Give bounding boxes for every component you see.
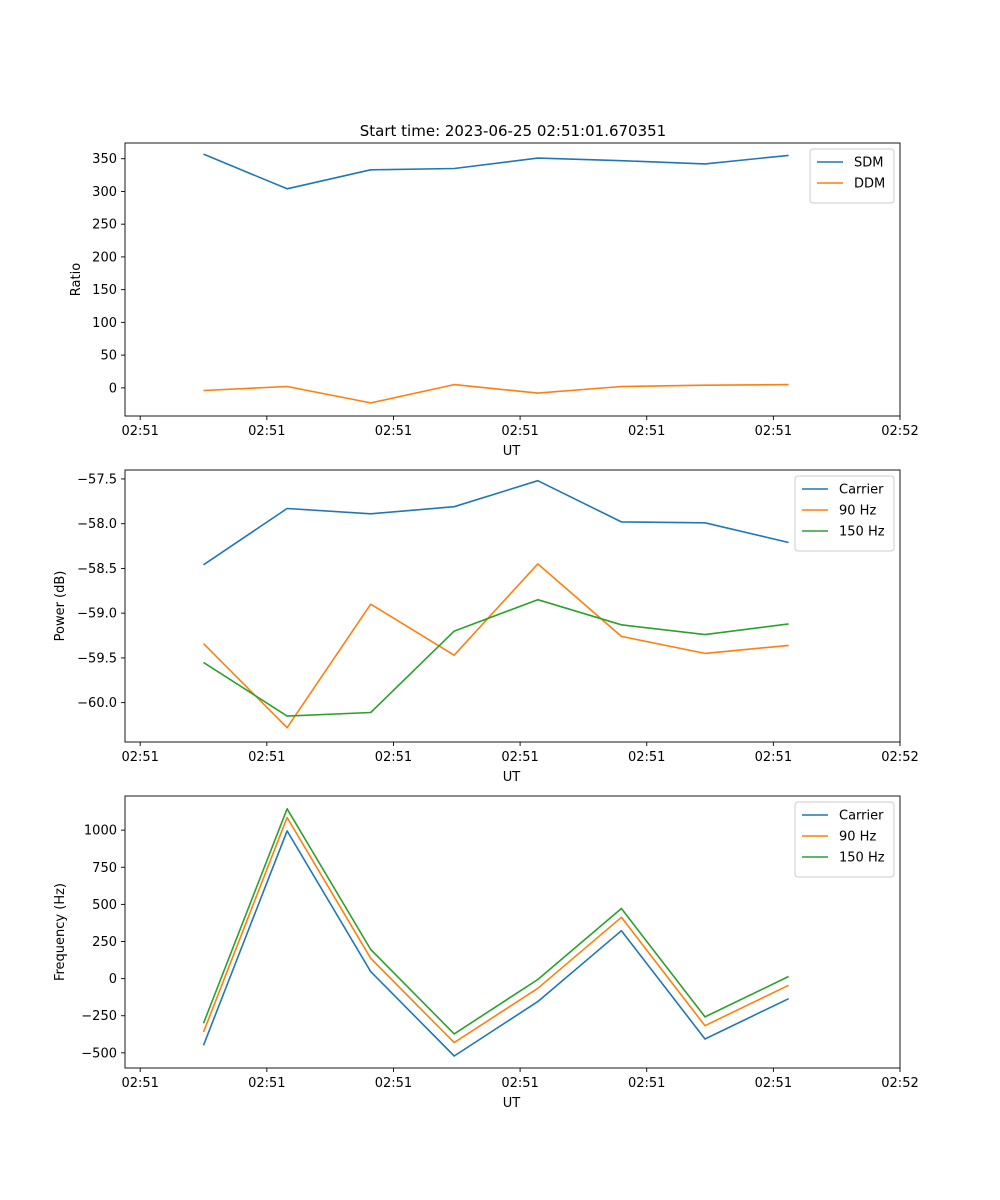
legend-label: DDM [854, 177, 885, 192]
y-tick-label: 500 [92, 898, 117, 913]
x-tick-label: 02:51 [501, 1076, 538, 1091]
x-tick-label: 02:51 [501, 750, 538, 765]
subplot-2: 02:51 02:51 02:51 02:51 02:51 02:51 02:52 −60.0… [53, 469, 919, 785]
legend: SDM DDM [809, 148, 895, 204]
x-tick-label: 02:51 [755, 1076, 792, 1091]
x-tick-label: 02:51 [628, 424, 665, 439]
x-axis-label: UT [503, 1096, 521, 1111]
y-tick-label: −58.0 [77, 517, 117, 532]
series-line-90-hz [202, 563, 789, 729]
x-tick-label: 02:52 [881, 1076, 918, 1091]
y-tick-label: 350 [92, 152, 117, 167]
x-tick-label: 02:51 [121, 424, 158, 439]
y-axis-label: Frequency (Hz) [53, 883, 68, 981]
plot-frame [124, 795, 901, 1069]
y-tick-label: −57.5 [77, 472, 117, 487]
x-tick-label: 02:51 [375, 750, 412, 765]
x-tick-label: 02:51 [755, 750, 792, 765]
y-tick-label: 250 [92, 935, 117, 950]
y-tick-label: −500 [81, 1046, 117, 1061]
x-tick-label: 02:51 [248, 750, 285, 765]
y-tick-label: 100 [92, 316, 117, 331]
legend-box [794, 475, 895, 552]
series-line-150-hz [203, 598, 789, 717]
legend: Carrier 90 Hz 150 Hz [794, 475, 895, 552]
legend-label: Carrier [839, 483, 884, 498]
plot-frame [124, 142, 901, 417]
x-tick-label: 02:51 [375, 424, 412, 439]
x-tick-label: 02:51 [121, 1076, 158, 1091]
y-tick-label: 250 [92, 218, 117, 233]
series-line-carrier [202, 830, 789, 1057]
y-tick-label: −250 [81, 1009, 117, 1024]
x-tick-label: 02:51 [755, 424, 792, 439]
y-tick-label: 150 [92, 283, 117, 298]
legend-label: 90 Hz [839, 830, 876, 845]
legend-label: 150 Hz [839, 525, 885, 540]
legend-label: SDM [854, 156, 883, 171]
subplot-1: 02:51 02:51 02:51 02:51 02:51 02:51 02:52 0 50 10… [69, 142, 919, 459]
y-tick-label: 0 [109, 972, 117, 987]
y-tick-label: 750 [92, 861, 117, 876]
x-tick-label: 02:51 [121, 750, 158, 765]
series-line-150-hz [202, 807, 789, 1035]
y-tick-label: 0 [109, 381, 117, 396]
y-tick-label: 50 [100, 349, 117, 364]
figure-title: Start time: 2023-06-25 02:51:01.670351 [360, 122, 666, 140]
legend-label: 90 Hz [839, 504, 876, 519]
y-axis-label: Power (dB) [53, 571, 68, 642]
x-axis-label: UT [503, 444, 521, 459]
subplot-3: 02:51 02:51 02:51 02:51 02:51 02:51 02:52 −500 −… [53, 795, 919, 1111]
x-tick-label: 02:51 [375, 1076, 412, 1091]
y-tick-label: −58.5 [77, 562, 117, 577]
series-line-90-hz [202, 816, 789, 1044]
series-line-ddm [203, 383, 789, 404]
x-tick-label: 02:51 [248, 424, 285, 439]
plot-frame [124, 469, 901, 743]
y-tick-label: −59.5 [77, 651, 117, 666]
x-tick-label: 02:52 [881, 424, 918, 439]
x-axis-label: UT [503, 770, 521, 785]
y-tick-label: −60.0 [77, 696, 117, 711]
x-tick-label: 02:51 [248, 1076, 285, 1091]
x-tick-label: 02:51 [628, 1076, 665, 1091]
legend-label: Carrier [839, 809, 884, 824]
x-tick-label: 02:51 [501, 424, 538, 439]
legend-label: 150 Hz [839, 851, 885, 866]
legend-box [794, 801, 895, 878]
x-tick-label: 02:51 [628, 750, 665, 765]
y-tick-label: −59.0 [77, 607, 117, 622]
x-tick-label: 02:52 [881, 750, 918, 765]
y-tick-label: 300 [92, 185, 117, 200]
subplots: 02:51 02:51 02:51 02:51 02:51 02:51 02:52 0 50 10… [53, 142, 919, 1111]
series-line-carrier [203, 479, 789, 566]
series-line-sdm [203, 153, 789, 190]
y-tick-label: 1000 [84, 824, 117, 839]
y-axis-label: Ratio [69, 263, 84, 296]
y-tick-label: 200 [92, 250, 117, 265]
legend: Carrier 90 Hz 150 Hz [794, 801, 895, 878]
